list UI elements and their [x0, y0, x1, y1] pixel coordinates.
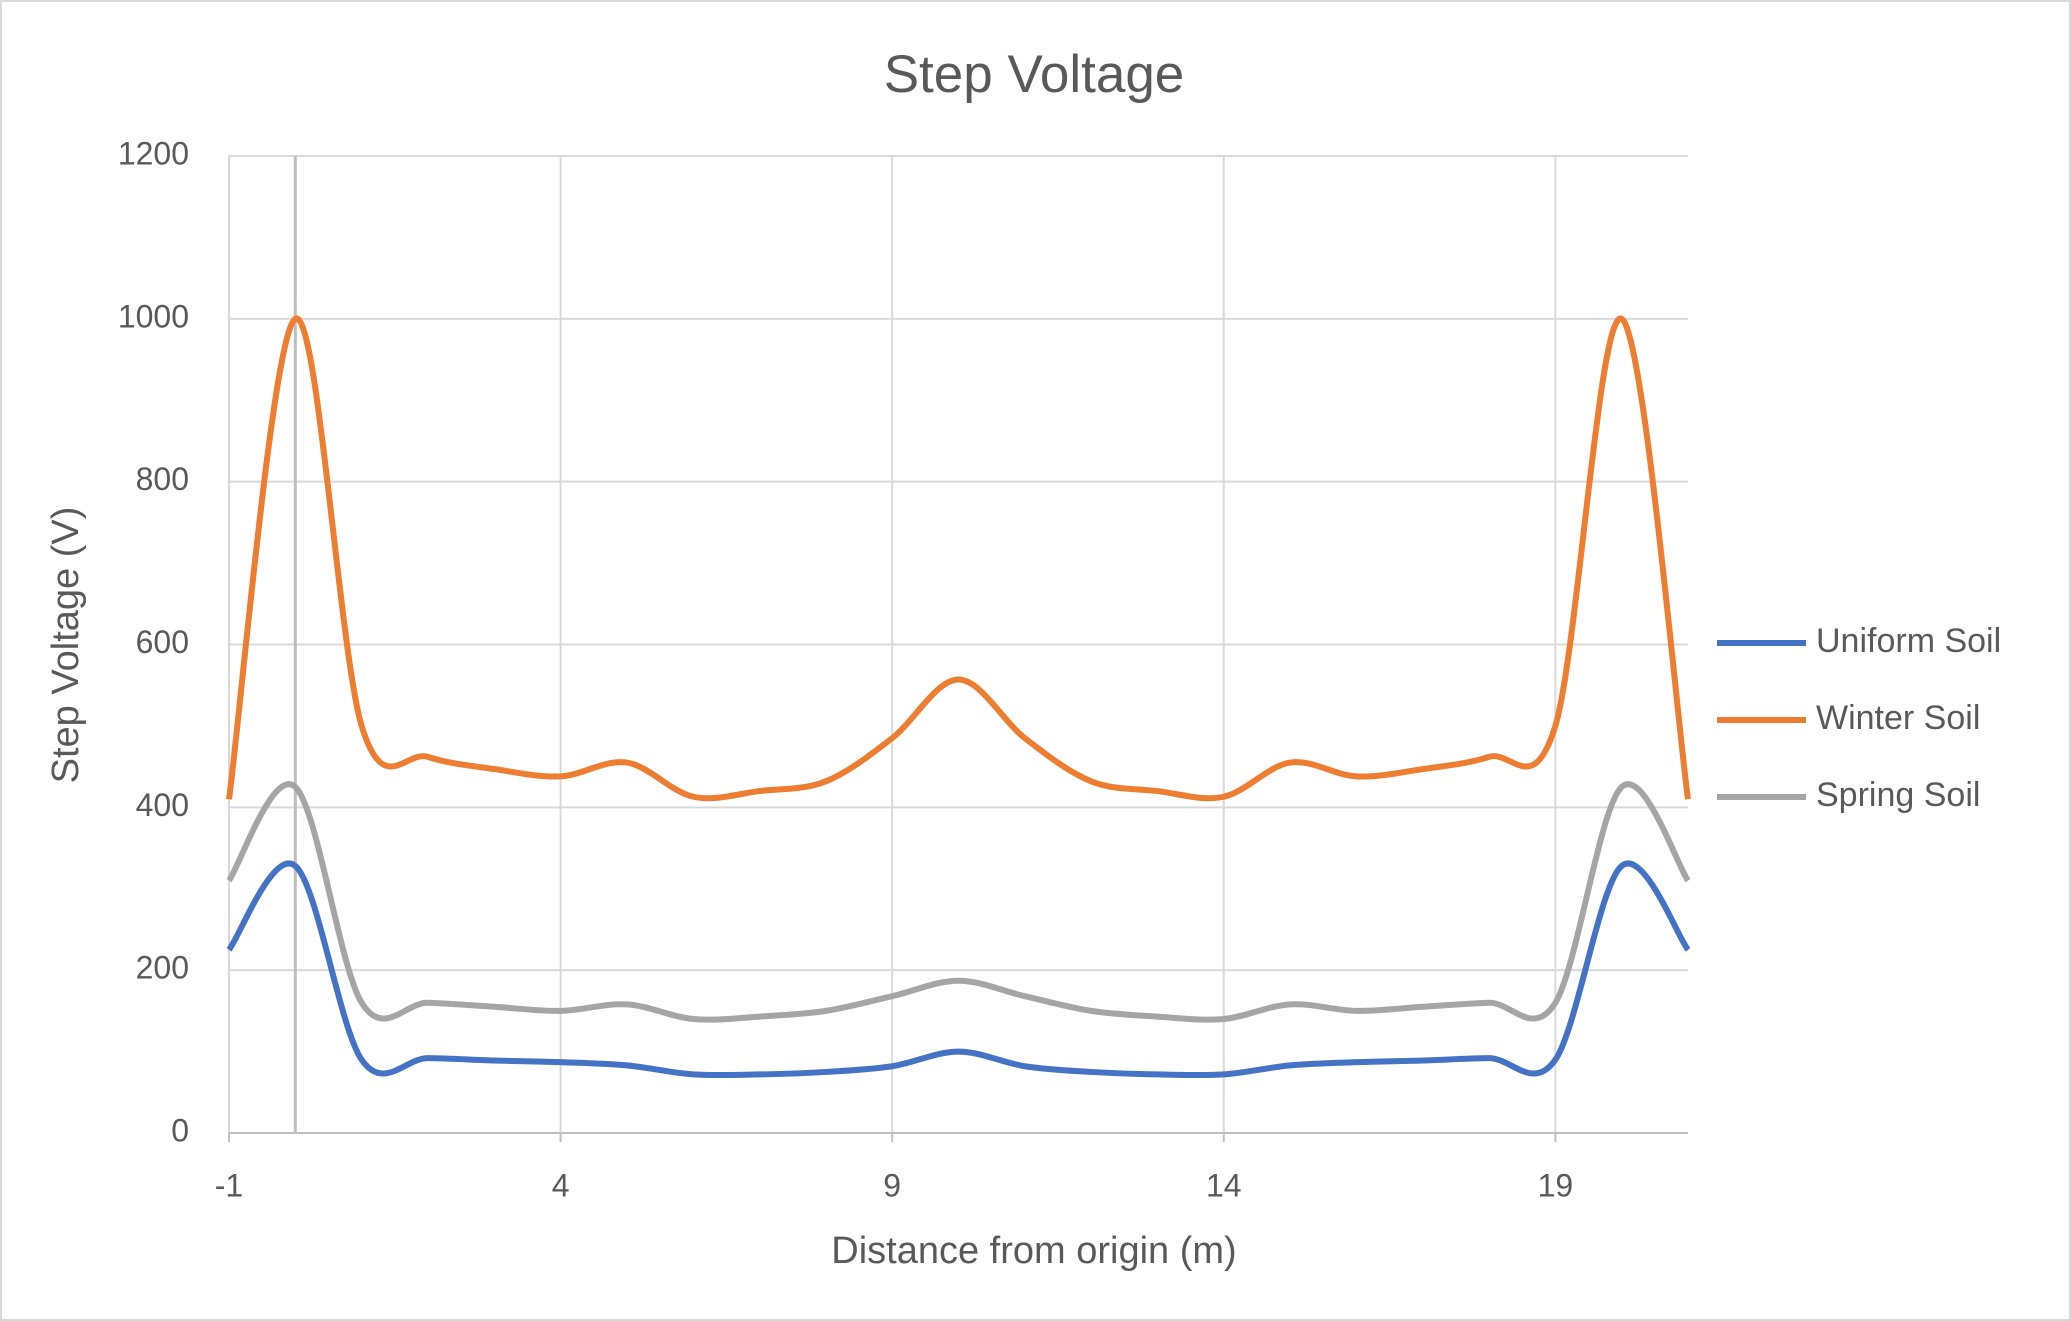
y-tick-label: 400: [136, 787, 189, 823]
x-axis-title: Distance from origin (m): [831, 1230, 1236, 1272]
series-line: [226, 781, 1691, 1023]
legend-label: Winter Soil: [1816, 699, 1980, 737]
x-tick-label: 4: [552, 1167, 570, 1203]
legend-label: Spring Soil: [1816, 776, 1980, 814]
x-tick-label: -1: [215, 1167, 243, 1203]
y-tick-label: 1000: [118, 298, 189, 334]
chart-title: Step Voltage: [884, 45, 1185, 104]
y-axis-title: Step Voltage (V): [45, 507, 87, 784]
x-tick-label: 19: [1538, 1167, 1574, 1203]
y-tick-label: 600: [136, 624, 189, 660]
y-tick-label: 0: [171, 1112, 189, 1148]
y-tick-label: 800: [136, 461, 189, 497]
x-tick-label: 14: [1206, 1167, 1242, 1203]
series-line: [226, 860, 1691, 1079]
legend-label: Uniform Soil: [1816, 622, 2001, 660]
y-tick-label: 200: [136, 950, 189, 986]
y-tick-label: 1200: [118, 135, 189, 171]
series-line: [226, 315, 1691, 802]
x-tick-label: 9: [883, 1167, 901, 1203]
